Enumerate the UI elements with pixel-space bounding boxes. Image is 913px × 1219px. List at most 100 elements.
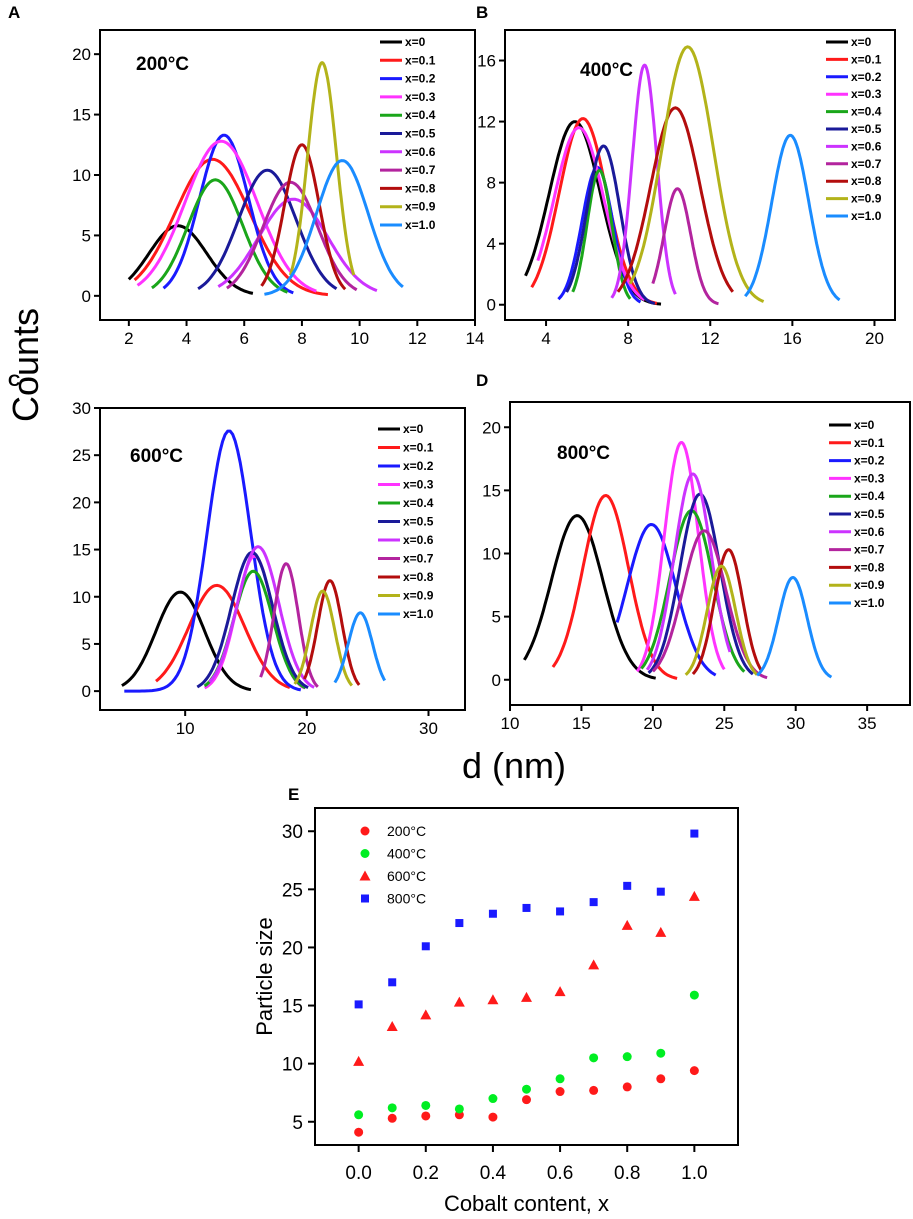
- series-line-x-1.0: [756, 576, 833, 679]
- data-point-200c: [387, 1113, 397, 1123]
- series-line-x-1.0: [264, 159, 404, 296]
- legend-label: x=0.5: [854, 507, 885, 521]
- legend-marker: [359, 870, 371, 881]
- series-line-x-0.3: [136, 139, 317, 293]
- legend-label: x=0.2: [403, 459, 434, 473]
- series-line-x-0.9: [628, 45, 765, 303]
- x-tick-label: 8: [623, 329, 632, 348]
- data-point-800c: [354, 1000, 363, 1009]
- y-tick-label: 5: [82, 226, 91, 245]
- series-line-x-0.4: [151, 178, 289, 294]
- data-point-600c: [554, 986, 566, 997]
- x-tick-label: 20: [865, 329, 884, 348]
- x-tick-label: 10: [501, 714, 520, 733]
- legend-label: x=0.6: [405, 145, 436, 159]
- x-tick-label: 12: [701, 329, 720, 348]
- panel-d: 10 15 20 25 30 35 0 5 10 15 20 x=0 x=0.1 x=0.2 x=0.3 x=…: [476, 371, 911, 733]
- x-tick-label: 25: [715, 714, 734, 733]
- x-tick-label: 2: [124, 329, 133, 348]
- y-tick-label: 0: [82, 287, 91, 306]
- x-tick-label: 35: [858, 714, 877, 733]
- legend-label: x=0.1: [405, 53, 436, 67]
- data-point-200c: [589, 1085, 599, 1095]
- legend-label: 400°C: [387, 846, 426, 862]
- shared-x-label: d (nm): [462, 745, 566, 786]
- x-tick-label: 0.4: [480, 1163, 507, 1184]
- y-tick-label: 25: [72, 446, 91, 465]
- data-point-800c: [421, 942, 430, 951]
- y-tick-label: 20: [72, 45, 91, 64]
- y-tick-label: 10: [482, 545, 501, 564]
- x-tick-label: 4: [182, 329, 191, 348]
- y-tick-label: 0: [82, 682, 91, 701]
- data-point-800c: [388, 978, 397, 987]
- y-tick-label: 5: [292, 1113, 303, 1134]
- data-point-200c: [689, 1066, 699, 1076]
- x-tick-label: 30: [419, 719, 438, 738]
- legend-marker: [361, 894, 369, 903]
- data-point-800c: [690, 829, 699, 838]
- data-point-600c: [453, 996, 465, 1007]
- legend-label: x=0.8: [403, 570, 434, 584]
- panel-letter: C: [8, 371, 20, 390]
- panel-c: 10 20 30 0 5 10 15 20 25 30 x=0 x=0.1 x=0.2 x=0.3 x=0.…: [8, 371, 466, 738]
- legend-label: x=0.8: [405, 181, 436, 195]
- legend-label: x=0.3: [405, 90, 436, 104]
- series-line-x-0.2: [162, 133, 294, 295]
- legend-label: x=0: [403, 422, 424, 436]
- y-tick-label: 0: [492, 671, 501, 690]
- legend-label: x=0.5: [405, 127, 436, 141]
- legend-label: x=0.4: [405, 108, 436, 122]
- legend-label: x=0.1: [851, 52, 882, 66]
- data-point-600c: [386, 1020, 398, 1031]
- data-point-600c: [688, 890, 700, 901]
- data-point-600c: [353, 1055, 365, 1066]
- y-tick-label: 10: [72, 588, 91, 607]
- panel-letter: B: [476, 3, 488, 22]
- panel-a: 2 4 6 8 10 12 14 0 5 10 15 20 x=0 x=0.1 x=0.2 x=0.3 x=0.…: [8, 3, 484, 348]
- shared-y-label: Counts: [5, 308, 46, 422]
- temperature-label: 200°C: [136, 54, 189, 75]
- legend-label: x=0.9: [405, 200, 436, 214]
- data-point-200c: [354, 1127, 364, 1137]
- legend-label: x=0: [854, 418, 875, 432]
- data-point-400c: [656, 1048, 666, 1058]
- y-tick-label: 16: [477, 52, 496, 71]
- legend-label: x=1.0: [854, 596, 885, 610]
- legend-label: x=0.9: [851, 192, 882, 206]
- x-tick-label: 4: [541, 329, 550, 348]
- legend-label: x=0.1: [854, 436, 885, 450]
- data-point-200c: [421, 1111, 431, 1121]
- temperature-label: 600°C: [130, 446, 183, 467]
- data-point-600c: [487, 994, 499, 1005]
- x-tick-label: 14: [466, 329, 485, 348]
- legend-label: 600°C: [387, 868, 426, 884]
- data-point-400c: [522, 1084, 531, 1094]
- y-tick-label: 25: [282, 880, 303, 901]
- panel-b: 4 8 12 16 20 0 4 8 12 16 x=0 x=0.1 x=0.2 x=0.3 x=0.4 x=…: [476, 3, 896, 348]
- series-line-x-0: [524, 120, 662, 306]
- plot-frame: [504, 29, 896, 321]
- series-line-x-0.8: [260, 143, 347, 291]
- data-point-800c: [556, 907, 565, 916]
- legend-label: x=0.6: [851, 139, 882, 153]
- data-point-200c: [522, 1095, 531, 1105]
- temperature-label: 400°C: [580, 60, 633, 81]
- legend-label: x=0.9: [403, 589, 434, 603]
- series-line-x-0.8: [691, 548, 763, 676]
- series-line-x-0.5: [565, 144, 656, 305]
- y-tick-label: 0: [487, 296, 496, 315]
- legend-label: x=0.7: [403, 552, 434, 566]
- y-tick-label: 15: [72, 541, 91, 560]
- y-tick-label: 20: [282, 938, 303, 959]
- legend-label: 200°C: [387, 823, 426, 839]
- series-line-x-0.9: [684, 564, 759, 676]
- x-tick-label: 10: [176, 719, 195, 738]
- y-tick-label: 20: [482, 418, 501, 437]
- series-line-x-0.7: [226, 180, 358, 292]
- panel-letter: E: [288, 785, 299, 804]
- data-point-800c: [589, 898, 598, 907]
- y-tick-label: 10: [282, 1055, 303, 1076]
- series-line-x-0.2: [557, 165, 642, 304]
- legend-marker: [360, 826, 370, 836]
